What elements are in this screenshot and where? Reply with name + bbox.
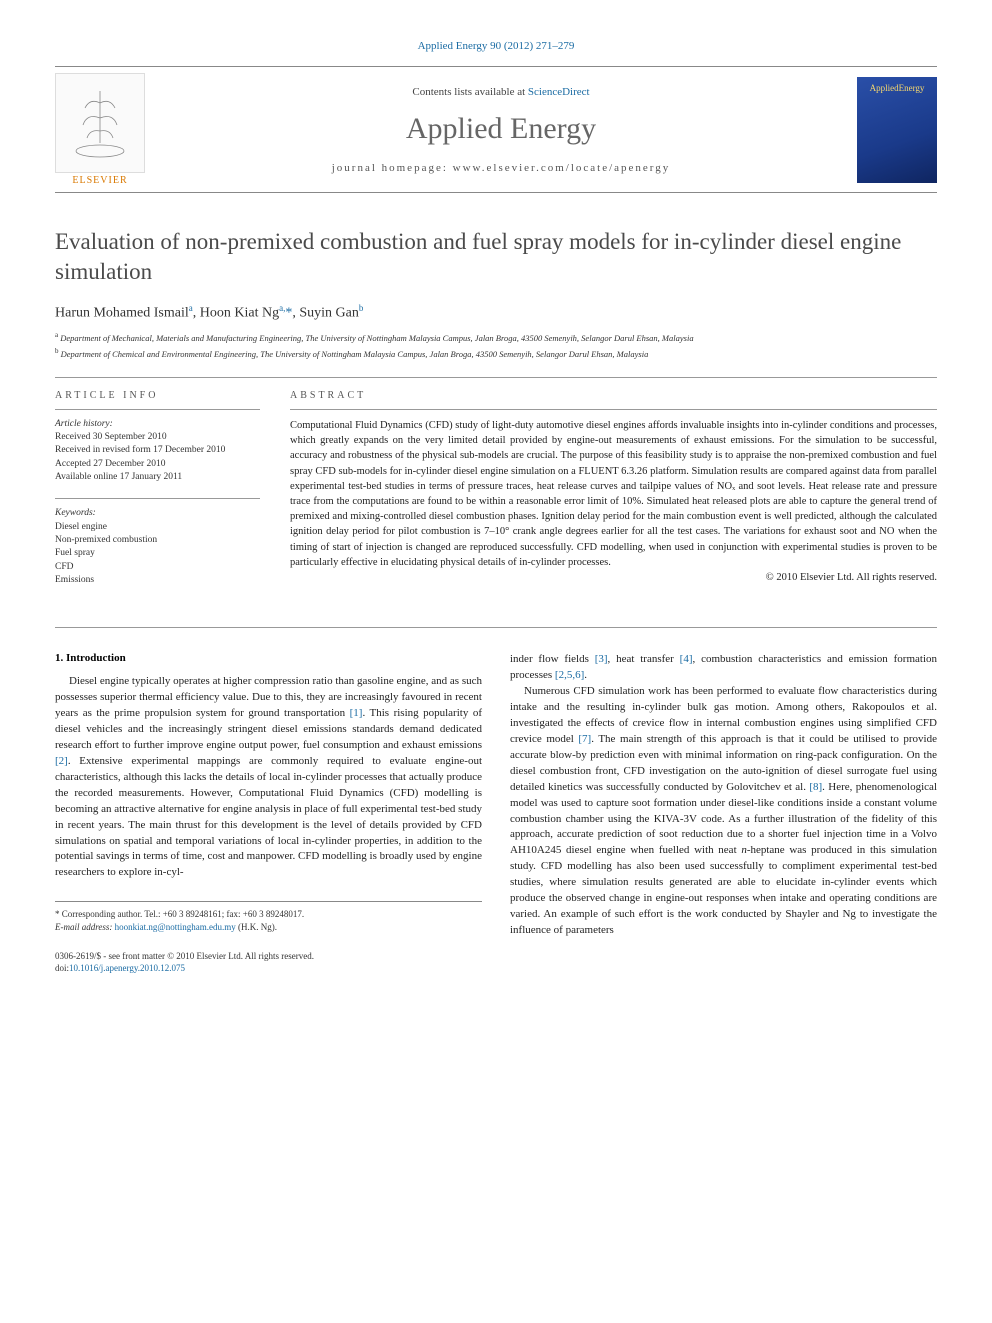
journal-header: ELSEVIER Contents lists available at Sci…	[55, 66, 937, 193]
history-item: Received in revised form 17 December 201…	[55, 444, 260, 457]
journal-citation[interactable]: Applied Energy 90 (2012) 271–279	[55, 40, 937, 52]
abstract-column: ABSTRACT Computational Fluid Dynamics (C…	[290, 390, 937, 601]
history-item: Accepted 27 December 2010	[55, 458, 260, 471]
keyword: Diesel engine	[55, 521, 260, 534]
affil-text: Department of Mechanical, Materials and …	[60, 333, 693, 343]
homepage-prefix: journal homepage:	[332, 162, 453, 174]
elsevier-tree-icon	[55, 73, 145, 173]
info-divider	[55, 409, 260, 410]
contents-prefix: Contents lists available at	[412, 86, 527, 98]
doi-label: doi:	[55, 963, 69, 973]
journal-cover-thumbnail: AppliedEnergy	[857, 77, 937, 183]
email-suffix: (H.K. Ng).	[238, 922, 277, 932]
abstract-copyright: © 2010 Elsevier Ltd. All rights reserved…	[290, 572, 937, 583]
right-column: inder flow fields [3], heat transfer [4]…	[510, 652, 937, 975]
email-link[interactable]: hoonkiat.ng@nottingham.edu.my	[115, 922, 236, 932]
abstract-text: Computational Fluid Dynamics (CFD) study…	[290, 418, 937, 570]
issn-line: 0306-2619/$ - see front matter © 2010 El…	[55, 950, 482, 963]
homepage-line: journal homepage: www.elsevier.com/locat…	[145, 162, 857, 174]
article-title: Evaluation of non-premixed combustion an…	[55, 227, 937, 287]
doi-link[interactable]: 10.1016/j.apenergy.2010.12.075	[69, 963, 185, 973]
cover-title: AppliedEnergy	[870, 83, 925, 93]
info-divider	[55, 498, 260, 499]
section-heading-introduction: 1. Introduction	[55, 652, 482, 664]
affil-text: Department of Chemical and Environmental…	[61, 349, 649, 359]
header-center: Contents lists available at ScienceDirec…	[145, 86, 857, 174]
keyword: Fuel spray	[55, 547, 260, 560]
elsevier-logo-block: ELSEVIER	[55, 73, 145, 186]
meta-abstract-row: ARTICLE INFO Article history: Received 3…	[55, 390, 937, 601]
doi-line: doi:10.1016/j.apenergy.2010.12.075	[55, 962, 482, 975]
keywords-heading: Keywords:	[55, 507, 260, 520]
corresponding-author: * Corresponding author. Tel.: +60 3 8924…	[55, 908, 482, 921]
keywords-block: Keywords: Diesel engine Non-premixed com…	[55, 507, 260, 587]
body-paragraph: Diesel engine typically operates at high…	[55, 674, 482, 881]
body-columns: 1. Introduction Diesel engine typically …	[55, 652, 937, 975]
elsevier-label: ELSEVIER	[55, 175, 145, 186]
left-column: 1. Introduction Diesel engine typically …	[55, 652, 482, 975]
body-paragraph: inder flow fields [3], heat transfer [4]…	[510, 652, 937, 684]
article-info-label: ARTICLE INFO	[55, 390, 260, 401]
history-item: Available online 17 January 2011	[55, 471, 260, 484]
keyword: CFD	[55, 561, 260, 574]
keyword: Non-premixed combustion	[55, 534, 260, 547]
affiliation-b: b Department of Chemical and Environment…	[55, 347, 937, 361]
authors: Harun Mohamed Ismaila, Hoon Kiat Nga,*, …	[55, 303, 937, 322]
abstract-divider	[290, 409, 937, 410]
affil-marker: a	[55, 331, 58, 339]
divider	[55, 627, 937, 628]
divider	[55, 377, 937, 378]
contents-line: Contents lists available at ScienceDirec…	[145, 86, 857, 98]
email-label: E-mail address:	[55, 922, 112, 932]
journal-name: Applied Energy	[145, 112, 857, 146]
article-info-column: ARTICLE INFO Article history: Received 3…	[55, 390, 260, 601]
homepage-url[interactable]: www.elsevier.com/locate/apenergy	[453, 162, 671, 174]
history-heading: Article history:	[55, 418, 260, 431]
article-history: Article history: Received 30 September 2…	[55, 418, 260, 484]
email-line: E-mail address: hoonkiat.ng@nottingham.e…	[55, 921, 482, 934]
abstract-label: ABSTRACT	[290, 390, 937, 401]
keyword: Emissions	[55, 574, 260, 587]
footnote-block: * Corresponding author. Tel.: +60 3 8924…	[55, 901, 482, 933]
affiliation-a: a Department of Mechanical, Materials an…	[55, 331, 937, 345]
body-paragraph: Numerous CFD simulation work has been pe…	[510, 684, 937, 939]
issn-doi-block: 0306-2619/$ - see front matter © 2010 El…	[55, 950, 482, 975]
affil-marker: b	[55, 347, 59, 355]
sciencedirect-link[interactable]: ScienceDirect	[528, 86, 590, 98]
history-item: Received 30 September 2010	[55, 431, 260, 444]
affiliations: a Department of Mechanical, Materials an…	[55, 331, 937, 360]
